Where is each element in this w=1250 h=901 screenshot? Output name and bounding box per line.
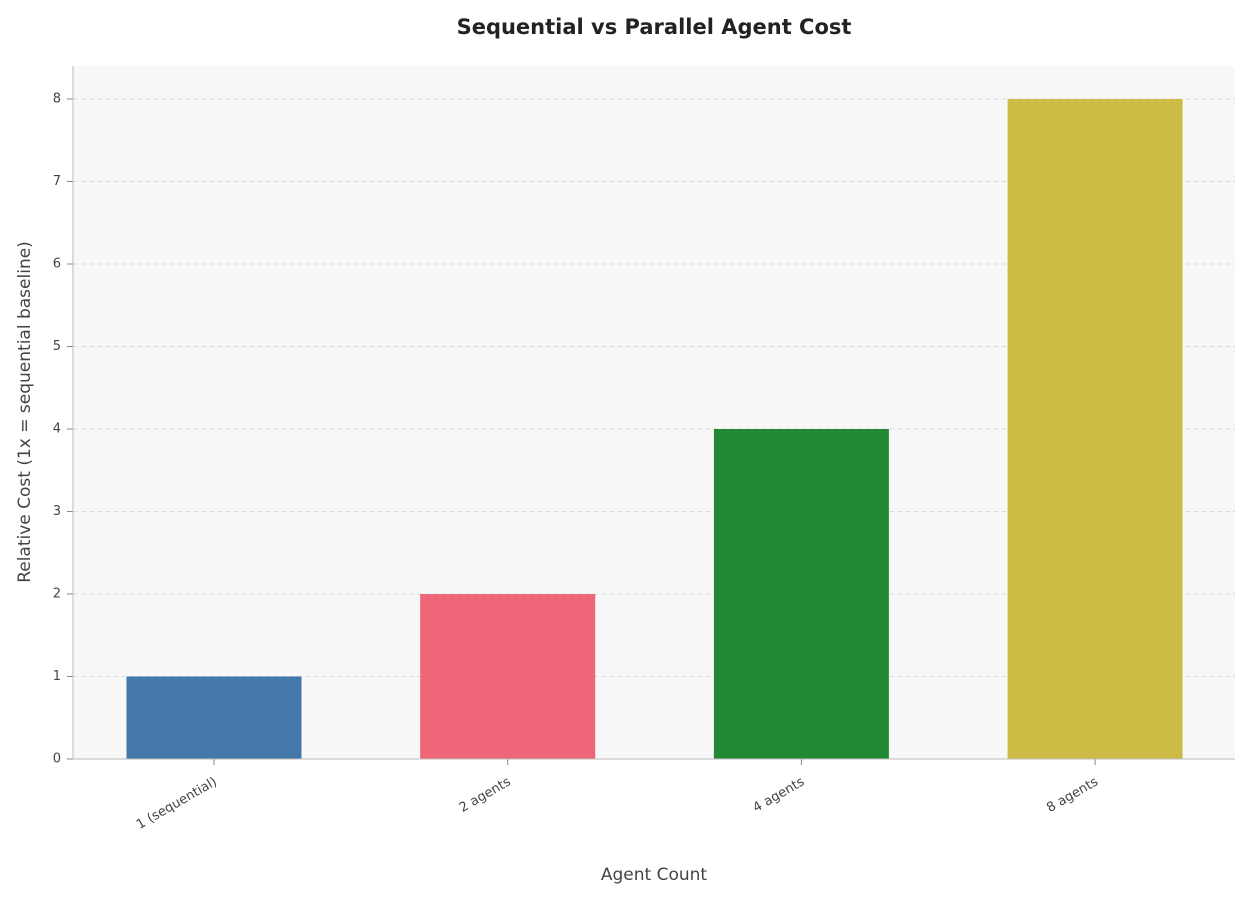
y-tick-label: 4: [53, 422, 61, 437]
y-tick-label: 7: [53, 174, 61, 189]
y-tick-label: 1: [53, 669, 61, 684]
bar: [1007, 99, 1183, 759]
y-axis-label: Relative Cost (1x = sequential baseline): [15, 241, 35, 583]
chart-title: Sequential vs Parallel Agent Cost: [457, 15, 852, 39]
y-tick-label: 5: [53, 339, 61, 354]
x-axis-label: Agent Count: [601, 865, 708, 885]
x-tick-label: 2 agents: [457, 774, 514, 815]
bar: [126, 676, 302, 759]
bar: [713, 429, 889, 759]
y-tick-label: 8: [53, 92, 61, 107]
bar: [420, 594, 596, 759]
y-tick-label: 6: [53, 257, 61, 272]
x-tick-label: 4 agents: [751, 774, 808, 815]
x-tick-label: 8 agents: [1044, 774, 1101, 815]
y-tick-label: 0: [53, 752, 61, 767]
y-tick-label: 3: [53, 504, 61, 519]
y-tick-label: 2: [53, 587, 61, 602]
x-tick-label: 1 (sequential): [134, 775, 220, 833]
